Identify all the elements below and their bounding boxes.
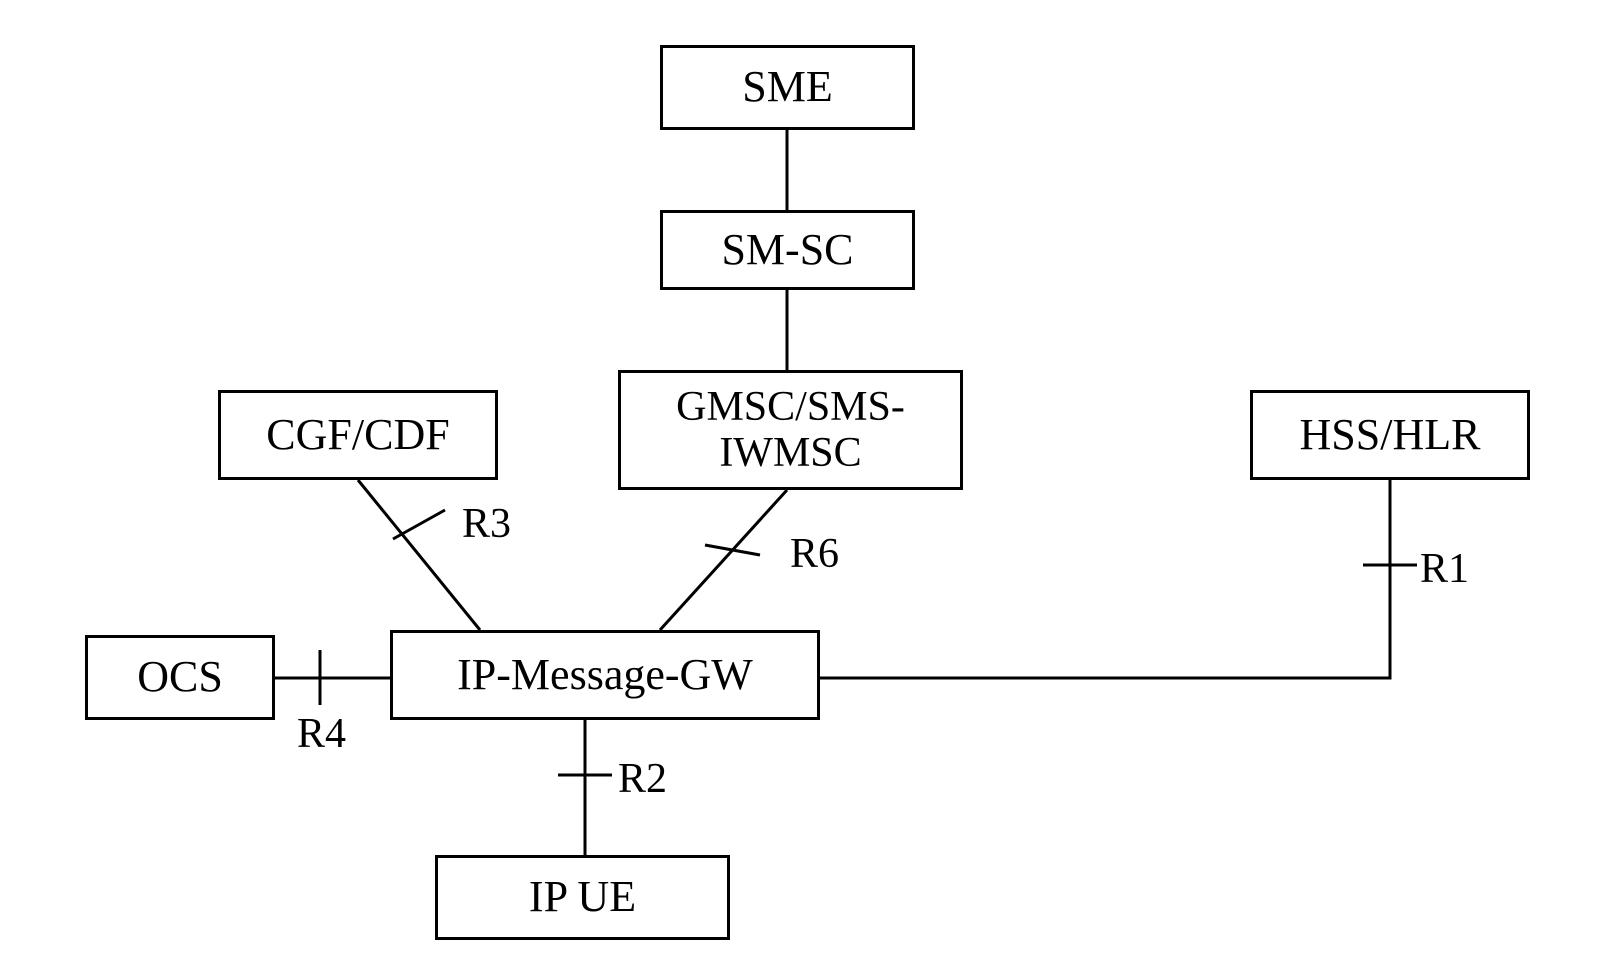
diagram-canvas: SME SM-SC GMSC/SMS-IWMSC CGF/CDF HSS/HLR… (0, 0, 1603, 978)
node-ipue: IP UE (435, 855, 730, 940)
node-sme-label: SME (742, 63, 832, 111)
t-r6 (705, 545, 760, 555)
edge-label-r2: R2 (618, 755, 667, 803)
node-gmsc: GMSC/SMS-IWMSC (618, 370, 963, 490)
t-r3 (393, 510, 445, 539)
node-sme: SME (660, 45, 915, 130)
node-cgf-label: CGF/CDF (266, 411, 449, 459)
node-smsc: SM-SC (660, 210, 915, 290)
edge-label-r6: R6 (790, 530, 839, 578)
node-ocs: OCS (85, 635, 275, 720)
node-hss: HSS/HLR (1250, 390, 1530, 480)
node-gmsc-label: GMSC/SMS-IWMSC (676, 384, 905, 476)
node-hss-label: HSS/HLR (1300, 411, 1481, 459)
node-ipgw: IP-Message-GW (390, 630, 820, 720)
e-gmsc-ipgw (660, 490, 787, 630)
node-ipue-label: IP UE (529, 873, 636, 921)
node-cgf: CGF/CDF (218, 390, 498, 480)
node-ocs-label: OCS (137, 653, 223, 701)
node-ipgw-label: IP-Message-GW (457, 651, 753, 699)
node-smsc-label: SM-SC (721, 226, 853, 274)
e-ipgw-hss (820, 480, 1390, 678)
edge-label-r3: R3 (462, 500, 511, 548)
edge-label-r4: R4 (297, 710, 346, 758)
edge-label-r1: R1 (1420, 545, 1469, 593)
